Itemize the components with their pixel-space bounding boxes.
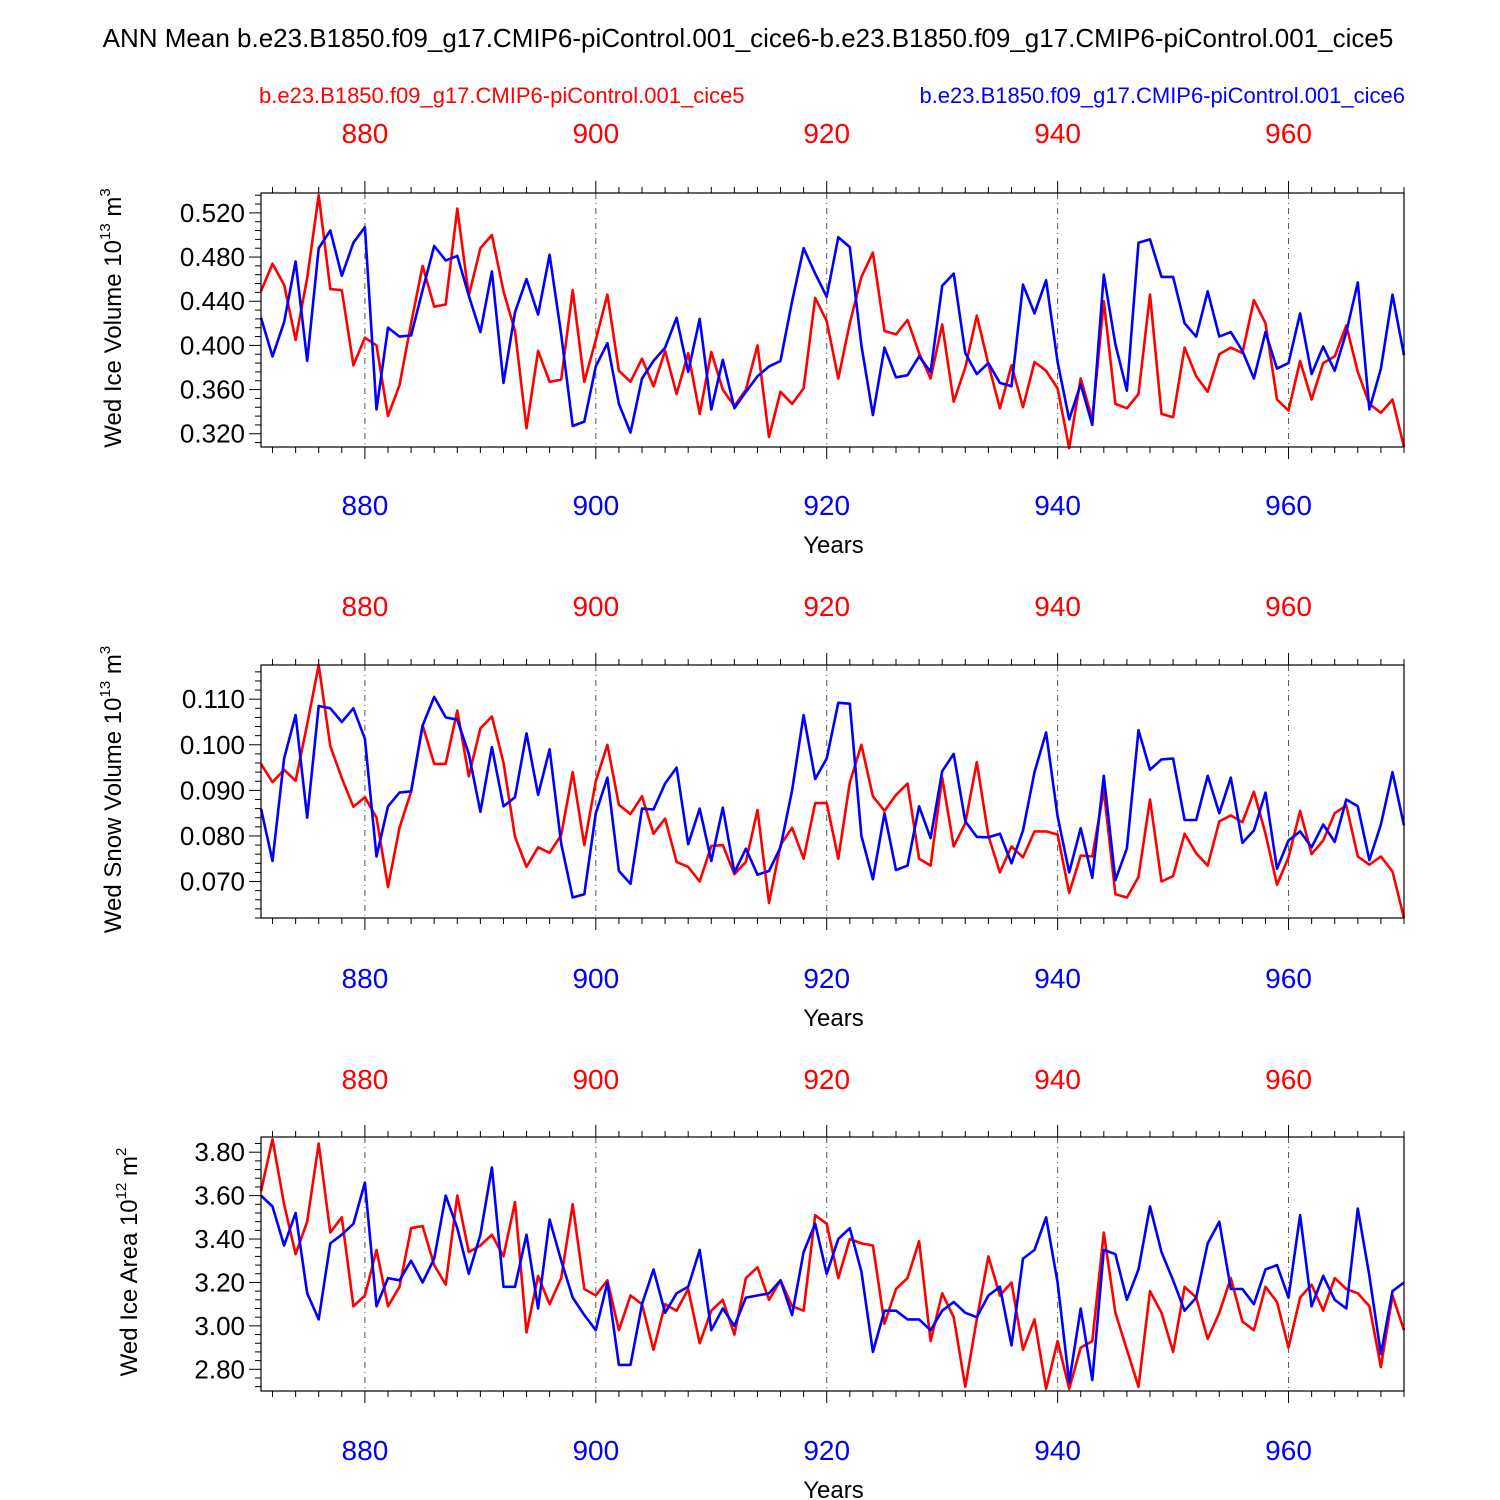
x-tick-label-top: 900 [572, 118, 619, 149]
chart-panel-2: 880 880 900 900 920 920 940 940 960 960 Years 0.070… [97, 591, 1406, 1032]
y-tick-label: 2.80 [194, 1354, 245, 1384]
x-axis-label: Years [803, 532, 864, 559]
y-tick-label: 3.00 [194, 1311, 245, 1341]
x-tick-label-bottom: 940 [1034, 963, 1081, 994]
x-tick-label-bottom: 940 [1034, 490, 1081, 521]
x-tick-label-bottom: 880 [342, 1435, 389, 1466]
y-tick-label: 3.20 [194, 1267, 245, 1297]
x-tick-label-top: 880 [342, 1064, 389, 1095]
chart-panel-1: 880 880 900 900 920 920 940 940 960 960 Years 0.320… [97, 118, 1406, 559]
y-tick-label: 0.400 [180, 330, 245, 360]
figure-title: ANN Mean b.e23.B1850.f09_g17.CMIP6-piCon… [103, 23, 1394, 53]
x-tick-label-bottom: 900 [572, 490, 619, 521]
x-tick-label-top: 960 [1265, 1064, 1312, 1095]
plot-frame [260, 192, 1405, 448]
y-tick-label: 0.080 [180, 821, 245, 851]
x-tick-label-bottom: 900 [572, 963, 619, 994]
x-tick-label-top: 920 [803, 1064, 850, 1095]
y-axis-label: Wed Ice Volume 1013 m3 [97, 188, 127, 447]
y-tick-label: 0.480 [180, 242, 245, 272]
series-line-cice5 [259, 193, 1406, 450]
x-axis-label: Years [803, 1477, 864, 1500]
plot-frame [260, 664, 1405, 919]
legend-blue-case: b.e23.B1850.f09_g17.CMIP6-piControl.001_… [919, 83, 1405, 108]
x-tick-label-bottom: 880 [342, 963, 389, 994]
chart-panel-3: 880 880 900 900 920 920 940 940 960 960 Years 2.80 3… [113, 1064, 1406, 1500]
y-tick-label: 0.360 [180, 375, 245, 405]
y-axis-label: Wed Snow Volume 1013 m3 [97, 646, 127, 933]
y-tick-label: 3.40 [194, 1224, 245, 1254]
y-tick-label: 0.320 [180, 419, 245, 449]
x-tick-label-top: 940 [1034, 1064, 1081, 1095]
y-tick-label: 3.60 [194, 1181, 245, 1211]
y-tick-label: 0.440 [180, 286, 245, 316]
y-tick-label: 3.80 [194, 1137, 245, 1167]
x-tick-label-bottom: 920 [803, 1435, 850, 1466]
x-tick-label-bottom: 960 [1265, 490, 1312, 521]
x-tick-label-bottom: 920 [803, 963, 850, 994]
x-tick-label-bottom: 880 [342, 490, 389, 521]
y-tick-label: 0.110 [182, 684, 245, 714]
x-tick-label-top: 940 [1034, 591, 1081, 622]
x-tick-label-bottom: 940 [1034, 1435, 1081, 1466]
x-tick-label-top: 940 [1034, 118, 1081, 149]
x-tick-label-bottom: 920 [803, 490, 850, 521]
y-tick-label: 0.070 [180, 867, 245, 897]
plot-frame [260, 1136, 1405, 1392]
series-line-cice6 [260, 1166, 1405, 1384]
x-tick-label-top: 960 [1265, 591, 1312, 622]
x-tick-label-bottom: 960 [1265, 963, 1312, 994]
x-tick-label-top: 920 [803, 118, 850, 149]
y-tick-label: 0.090 [180, 775, 245, 805]
y-tick-label: 0.520 [180, 198, 245, 228]
series-line-cice5 [259, 663, 1406, 919]
y-tick-label: 0.100 [180, 730, 245, 760]
series-line-cice5 [259, 1137, 1406, 1391]
series-line-cice6 [259, 225, 1406, 434]
x-axis-label: Years [803, 1005, 864, 1032]
x-tick-label-top: 900 [572, 1064, 619, 1095]
y-axis-label: Wed Ice Area 1012 m2 [113, 1148, 143, 1377]
x-tick-label-bottom: 960 [1265, 1435, 1312, 1466]
legend-red-case: b.e23.B1850.f09_g17.CMIP6-piControl.001_… [259, 83, 745, 108]
series-line-cice6 [259, 695, 1406, 899]
x-tick-label-top: 880 [342, 118, 389, 149]
x-tick-label-bottom: 900 [572, 1435, 619, 1466]
x-tick-label-top: 960 [1265, 118, 1312, 149]
x-tick-label-top: 880 [342, 591, 389, 622]
x-tick-label-top: 920 [803, 591, 850, 622]
x-tick-label-top: 900 [572, 591, 619, 622]
